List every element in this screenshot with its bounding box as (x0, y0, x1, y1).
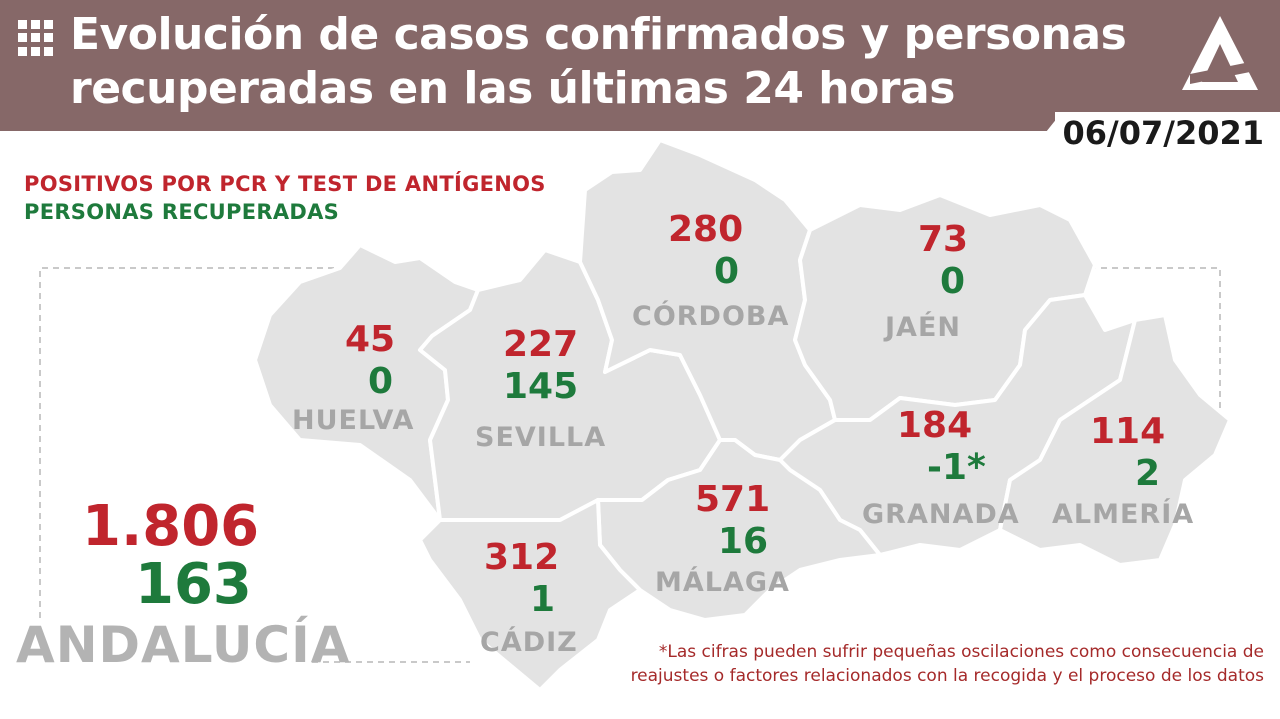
legend-positives: POSITIVOS POR PCR Y TEST DE ANTÍGENOS (24, 172, 546, 196)
andalucia-label: ANDALUCÍA (16, 616, 351, 674)
legend-recovered: PERSONAS RECUPERADAS (24, 200, 340, 224)
huelva-recovered: 0 (368, 361, 394, 402)
huelva-label: HUELVA (292, 405, 415, 436)
cadiz-recovered: 1 (530, 579, 556, 620)
province-almeria (998, 313, 1232, 567)
date-tab (1055, 112, 1280, 152)
junta-andalucia-logo (1182, 16, 1258, 90)
report-date: 06/07/2021 (1062, 114, 1265, 152)
almeria-label: ALMERÍA (1052, 499, 1195, 530)
sevilla-label: SEVILLA (475, 422, 607, 453)
almeria-positives: 114 (1090, 411, 1166, 452)
province-cadiz (418, 498, 642, 692)
granada-positives: 184 (897, 405, 973, 446)
cadiz-label: CÁDIZ (480, 627, 578, 658)
malaga-recovered: 16 (718, 521, 769, 562)
malaga-positives: 571 (695, 479, 771, 520)
granada-recovered: -1* (927, 447, 986, 488)
footnote: *Las cifras pueden sufrir pequeñas oscil… (630, 642, 1264, 686)
andalucia-positives: 1.806 (82, 494, 260, 559)
cadiz-positives: 312 (484, 537, 560, 578)
jaen-label: JAÉN (885, 312, 961, 343)
huelva-positives: 45 (345, 319, 396, 360)
header-bar: Evolución de casos confirmados y persona… (0, 0, 1280, 131)
malaga-label: MÁLAGA (655, 567, 790, 598)
andalucia-recovered: 163 (135, 552, 252, 617)
page-title: Evolución de casos confirmados y persona… (70, 9, 1127, 114)
sevilla-positives: 227 (503, 324, 579, 365)
jaen-positives: 73 (918, 219, 969, 260)
cordoba-recovered: 0 (714, 251, 740, 292)
granada-label: GRANADA (862, 499, 1020, 530)
cordoba-positives: 280 (668, 209, 744, 250)
sevilla-recovered: 145 (503, 366, 579, 407)
grid-icon (18, 20, 54, 56)
jaen-recovered: 0 (940, 261, 966, 302)
cordoba-label: CÓRDOBA (632, 301, 790, 332)
almeria-recovered: 2 (1135, 453, 1161, 494)
